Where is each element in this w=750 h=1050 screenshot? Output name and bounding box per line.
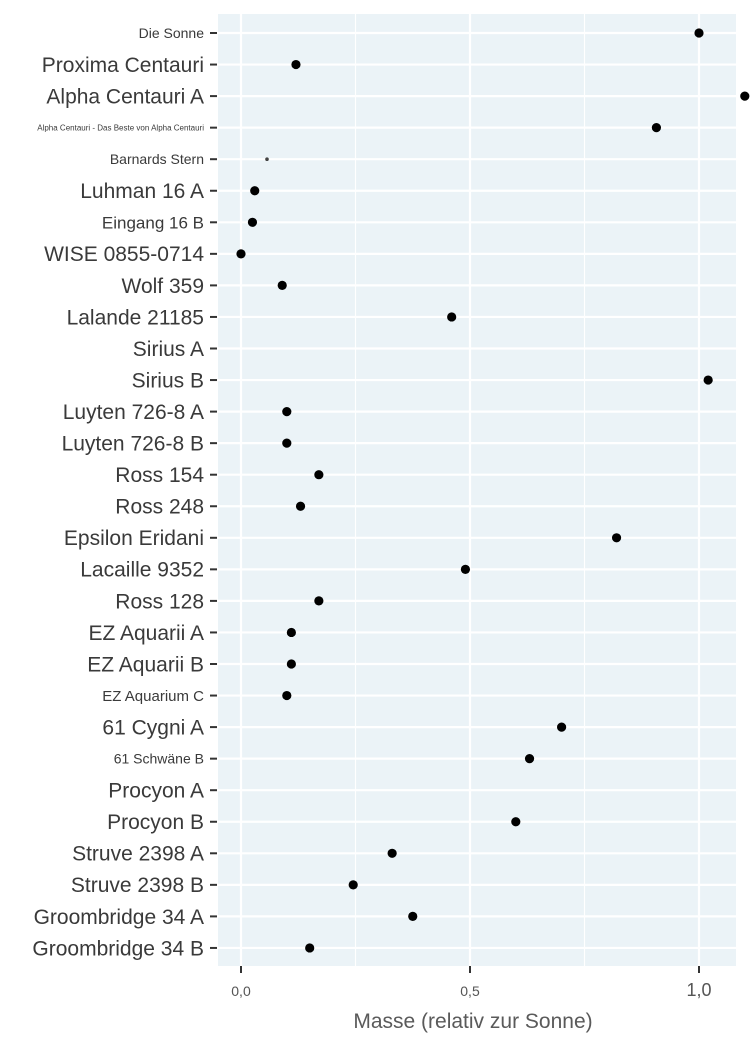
y-tick-label: Struve 2398 A: [72, 843, 204, 866]
y-tick-label: Alpha Centauri A: [46, 85, 204, 108]
data-point: [408, 911, 418, 922]
y-tick-label: Luyten 726-8 A: [63, 401, 204, 424]
grid-lines: [218, 14, 736, 966]
data-points: [236, 28, 750, 953]
y-tick-label: Ross 248: [115, 496, 204, 519]
y-tick-label: 61 Schwäne B: [114, 751, 204, 767]
y-tick-label: Groombridge 34 A: [34, 906, 204, 929]
y-tick-label: EZ Aquarii B: [87, 653, 204, 676]
data-point: [703, 375, 713, 385]
data-point: [282, 438, 292, 448]
y-axis: Die Sonne Proxima Centauri Alpha Centauri …: [32, 25, 269, 960]
plot-panel: [218, 14, 736, 966]
data-point: [286, 659, 296, 669]
data-point: [286, 627, 296, 638]
data-point: [314, 596, 324, 606]
y-tick-label: Wolf 359: [122, 275, 205, 298]
data-point: [611, 533, 622, 543]
y-tick-label: Proxima Centauri: [42, 54, 204, 77]
data-point: [651, 123, 662, 133]
y-tick-label: Struve 2398 B: [71, 874, 204, 897]
data-point: [447, 312, 457, 322]
x-axis-title: Masse (relativ zur Sonne): [353, 1010, 592, 1033]
data-point: [557, 722, 567, 732]
y-tick-label: Die Sonne: [139, 25, 205, 41]
data-point: [247, 217, 258, 227]
y-tick-label: Lacaille 9352: [80, 559, 204, 582]
y-tick-label: EZ Aquarium C: [102, 688, 204, 705]
data-point: [387, 848, 397, 858]
y-tick-label: WISE 0855-0714: [44, 243, 204, 266]
data-point: [236, 249, 246, 259]
data-point: [295, 501, 306, 511]
data-point: [740, 91, 750, 101]
data-point: [524, 754, 535, 764]
y-tick-label: Ross 154: [115, 464, 204, 487]
data-point: [694, 28, 704, 38]
y-tick-label: Sirius B: [132, 369, 204, 392]
x-tick-label: 1,0: [686, 980, 711, 1000]
data-point: [250, 186, 260, 196]
y-tick-label: Sirius A: [133, 338, 204, 361]
data-point: [460, 564, 471, 574]
y-tick-label: Luhman 16 A: [80, 180, 204, 203]
data-point: [277, 280, 287, 290]
y-tick-label: Barnards Stern: [110, 151, 204, 167]
y-tick-label: Groombridge 34 B: [32, 937, 204, 960]
y-tick-label: EZ Aquarii A: [88, 622, 204, 645]
y-tick-label: 61 Cygni A: [102, 716, 204, 739]
data-point: [291, 59, 301, 70]
data-point: [305, 943, 315, 953]
x-tick-label: 0,5: [460, 983, 480, 999]
data-point: [282, 690, 292, 701]
data-point: [314, 470, 324, 480]
y-tick-label: Procyon B: [107, 811, 204, 834]
y-tick-label: Ross 128: [115, 590, 204, 613]
y-tick-label: Luyten 726-8 B: [62, 433, 204, 456]
y-tick-label: Epsilon Eridani: [64, 527, 204, 550]
x-axis: 0,00,51,01.52,0: [231, 966, 712, 1000]
data-point: [511, 817, 521, 827]
label-marker: [265, 157, 269, 161]
data-point: [348, 880, 358, 890]
data-point: [282, 407, 292, 417]
y-tick-label: Lalande 21185: [67, 306, 204, 329]
y-tick-label: Eingang 16 B: [102, 213, 204, 232]
y-tick-label: Alpha Centauri - Das Beste von Alpha Cen…: [37, 123, 204, 132]
x-tick-label: 0,0: [231, 983, 251, 999]
y-tick-label: Procyon A: [108, 780, 204, 803]
